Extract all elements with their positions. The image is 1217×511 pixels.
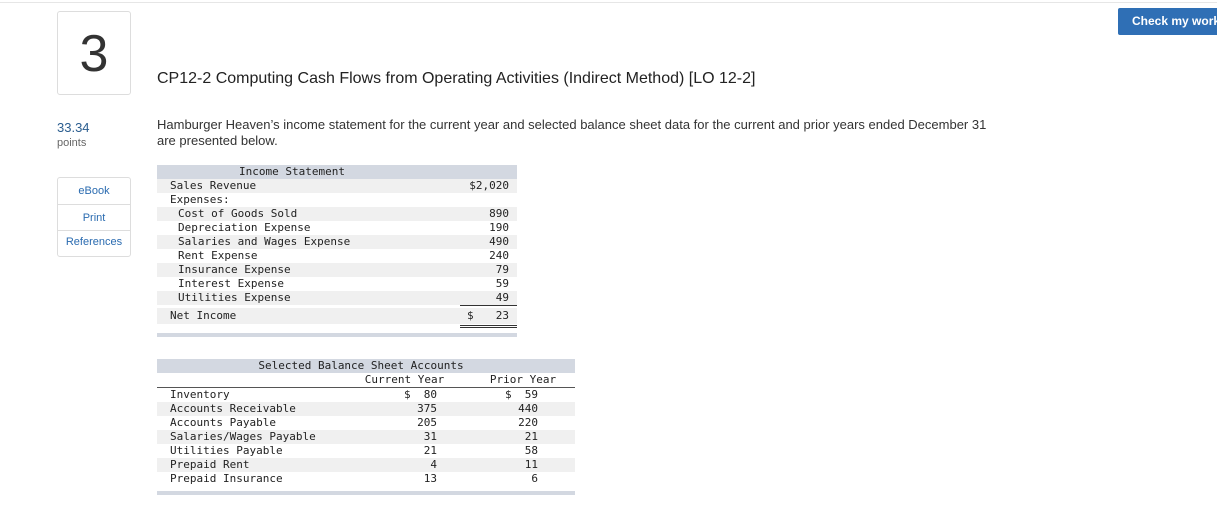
row-label: Accounts Payable <box>170 416 276 429</box>
row-label: Insurance Expense <box>178 263 291 276</box>
current-amount: 21 <box>423 444 437 457</box>
row-amount: 490 <box>489 235 509 248</box>
check-my-work-button[interactable]: Check my work <box>1118 8 1217 35</box>
divider <box>58 204 130 205</box>
prior-amount: 220 <box>518 416 538 429</box>
row-label: Inventory <box>170 388 230 401</box>
table-footer <box>157 491 575 495</box>
table-title: Income Statement <box>239 165 345 178</box>
problem-title: CP12-2 Computing Cash Flows from Operati… <box>157 70 756 87</box>
prior-amount: 440 <box>518 402 538 415</box>
current-amount: 31 <box>423 430 437 443</box>
row-label: Salaries and Wages Expense <box>178 235 351 248</box>
row-amount: 23 <box>495 309 509 322</box>
row-label: Prepaid Insurance <box>170 472 283 485</box>
currency: $ <box>404 388 411 401</box>
link[interactable]: Print <box>82 212 106 224</box>
question-number: 3 <box>79 25 109 83</box>
row-label: Utilities Payable <box>170 444 283 457</box>
row-amount: 79 <box>495 263 509 276</box>
points-label: points <box>57 137 87 149</box>
row-shade <box>157 235 517 249</box>
row-label: Utilities Expense <box>178 291 291 304</box>
row-amount: 49 <box>495 291 509 304</box>
row-label: Cost of Goods Sold <box>178 207 298 220</box>
prior-amount: 21 <box>524 430 538 443</box>
table-header <box>157 359 575 373</box>
prior-amount: 58 <box>524 444 538 457</box>
row-label: Net Income <box>170 309 237 322</box>
link[interactable]: eBook <box>78 185 110 197</box>
row-amount: 890 <box>489 207 509 220</box>
column-rule <box>157 387 575 388</box>
table-footer <box>157 333 517 337</box>
row-shade <box>157 207 517 221</box>
row-shade <box>157 263 517 277</box>
row-shade <box>157 179 517 193</box>
row-label: Interest Expense <box>178 277 284 290</box>
row-label: Sales Revenue <box>170 179 257 192</box>
top-rule <box>0 2 1217 3</box>
current-amount: 205 <box>417 416 437 429</box>
row-shade <box>157 308 517 324</box>
prior-amount: 6 <box>531 472 538 485</box>
currency: $ <box>467 309 474 322</box>
currency: $ <box>505 388 512 401</box>
table-title: Selected Balance Sheet Accounts <box>258 359 464 372</box>
column-header: Current Year <box>364 373 445 386</box>
row-label: Expenses: <box>170 193 230 206</box>
prior-amount: 59 <box>524 388 538 401</box>
column-header: Prior Year <box>489 373 557 386</box>
links-box: eBook Print References <box>57 177 131 257</box>
row-shade <box>157 430 575 444</box>
total-rule <box>460 325 517 328</box>
current-amount: 375 <box>417 402 437 415</box>
row-amount: $2,020 <box>469 179 509 192</box>
row-shade <box>157 291 517 305</box>
intro: Hamburger Heaven’s income statement for … <box>157 117 987 148</box>
points-value: 33.34 <box>57 120 90 135</box>
row-label: Prepaid Rent <box>170 458 250 471</box>
row-label: Depreciation Expense <box>178 221 311 234</box>
row-amount: 240 <box>489 249 509 262</box>
prior-amount: 11 <box>524 458 538 471</box>
row-shade <box>157 458 575 472</box>
current-amount: 13 <box>423 472 437 485</box>
question-box: 3 <box>57 11 131 95</box>
row-amount: 59 <box>495 277 509 290</box>
current-amount: 4 <box>430 458 437 471</box>
row-amount: 190 <box>489 221 509 234</box>
row-label: Rent Expense <box>178 249 258 262</box>
table-header <box>157 165 517 179</box>
sum-rule <box>460 305 517 306</box>
row-label: Accounts Receivable <box>170 402 296 415</box>
link[interactable]: References <box>65 236 123 248</box>
row-shade <box>157 402 575 416</box>
divider <box>58 230 130 231</box>
row-label: Salaries/Wages Payable <box>170 430 316 443</box>
current-amount: 80 <box>423 388 437 401</box>
